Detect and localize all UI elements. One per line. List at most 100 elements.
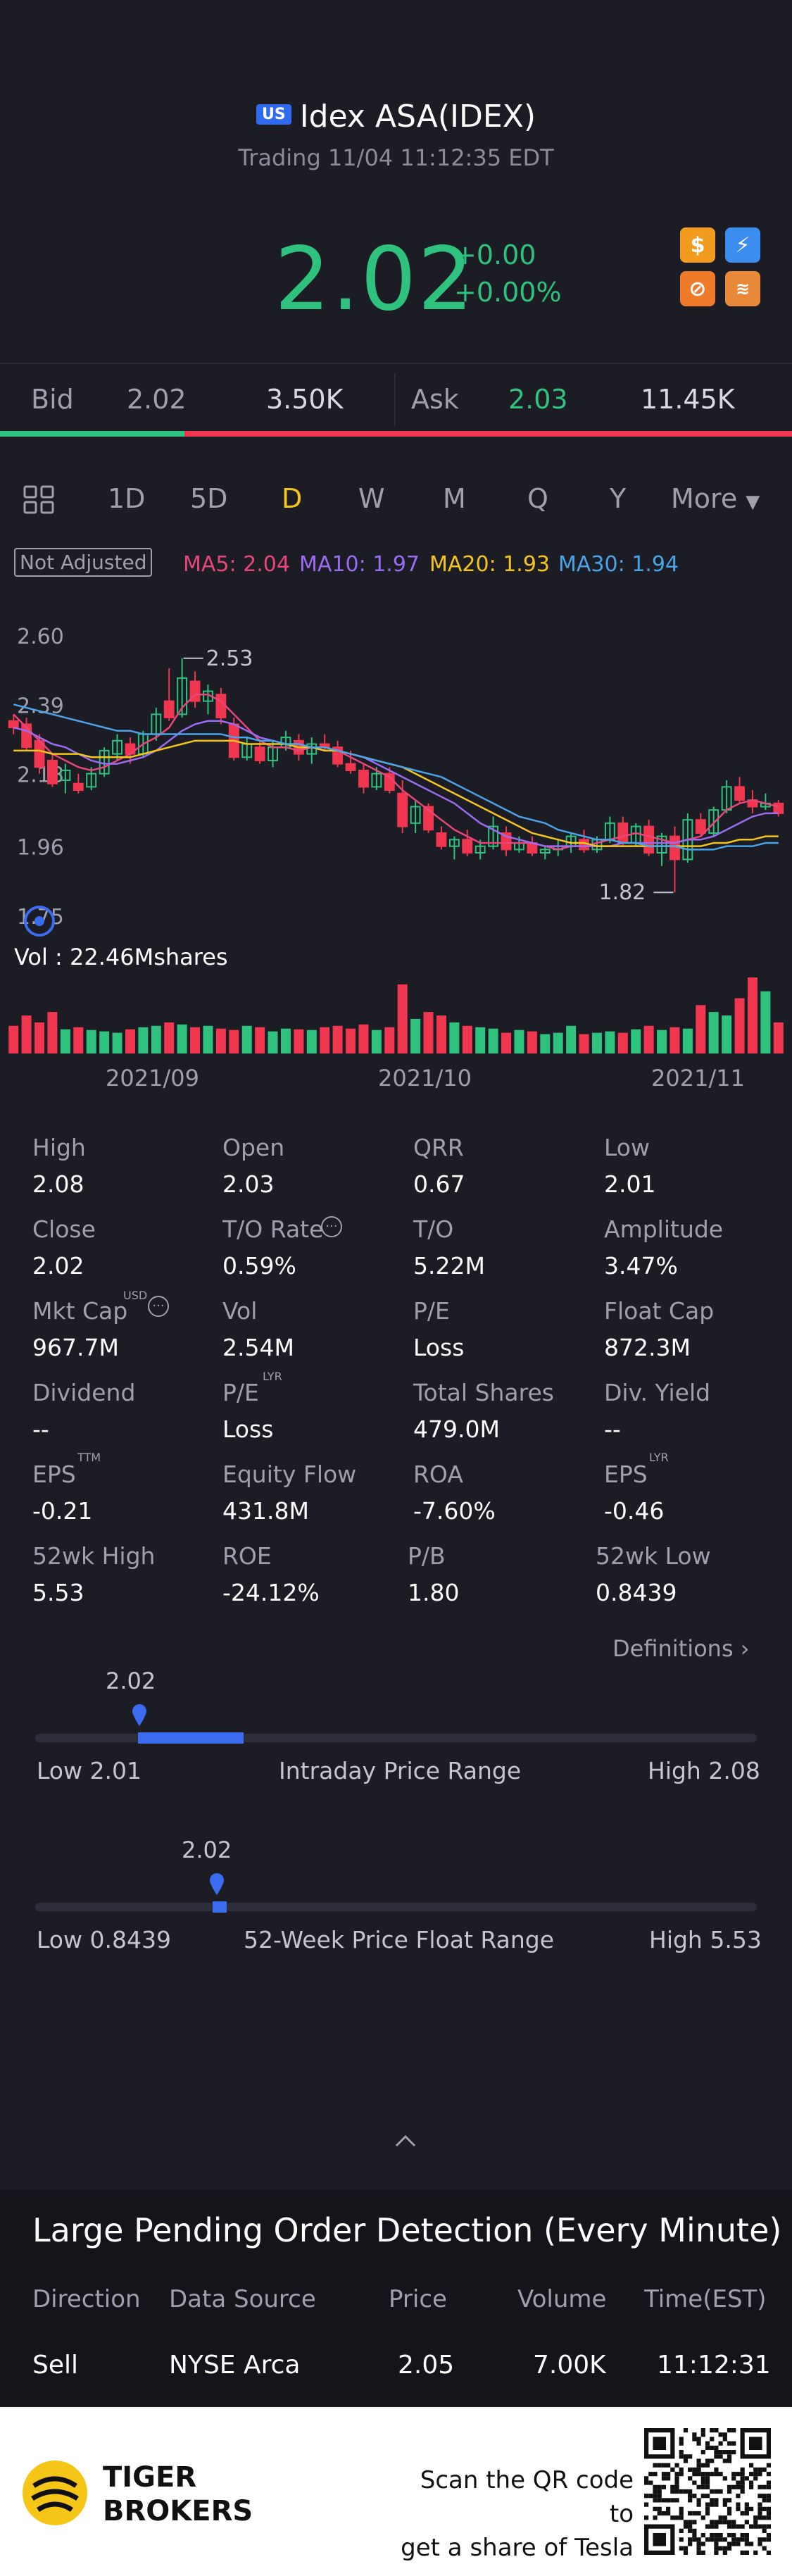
qr-module [692,2437,697,2441]
ma5-label: MA5: 2.04 [183,552,290,577]
qr-module [722,2437,727,2441]
volume-bar [125,1029,135,1053]
qr-module [714,2489,719,2494]
qr-module [753,2524,758,2529]
qr-module [758,2494,762,2499]
settings-icon[interactable] [20,901,59,941]
qr-module [670,2515,675,2520]
stat-value: 431.8M [222,1497,309,1525]
qr-module [744,2532,749,2538]
tab-month[interactable]: M [443,483,466,514]
qr-module [744,2520,749,2525]
qr-module [710,2458,715,2463]
candle-body [462,839,473,854]
stat-value: 2.08 [32,1170,84,1198]
stat-label: Close [32,1215,96,1243]
qr-module [731,2441,736,2446]
tab-5d[interactable]: 5D [190,483,228,514]
qr-module [766,2537,771,2542]
dollar-icon[interactable]: $ [680,227,715,263]
qr-module [727,2546,732,2551]
qr-module [736,2541,741,2546]
stack-a-icon[interactable]: ≋ [725,271,760,306]
qr-module [705,2480,710,2485]
ask-size: 11.45K [641,384,735,415]
more-info-icon[interactable]: ··· [321,1216,342,1237]
stat-label: Div. Yield [604,1379,711,1406]
volume-bar [346,1028,356,1053]
tab-week[interactable]: W [358,483,385,514]
qr-module [740,2537,745,2542]
last-price: 2.02 [275,229,475,330]
brand-line2: BROKERS [103,2495,253,2527]
candle-body [177,677,188,715]
more-info-icon[interactable]: ··· [148,1296,169,1317]
qr-module [696,2502,701,2507]
qr-module [661,2484,667,2489]
stat-value: 2.03 [222,1170,275,1198]
chevron-up-icon[interactable] [394,2134,417,2151]
lightning-icon[interactable]: ⚡ [725,227,760,263]
qr-module [705,2494,710,2499]
no-short-icon[interactable]: ⊘ [680,271,715,306]
tab-day[interactable]: D [282,483,303,514]
tab-more[interactable]: More ▼ [671,483,760,514]
qr-module [762,2467,767,2472]
volume-bar [631,1029,641,1053]
grid-icon[interactable] [23,484,56,518]
ma10-label: MA10: 1.97 [299,552,420,577]
qr-module [696,2472,701,2477]
candle-body [488,825,499,847]
qr-module [674,2484,679,2489]
stat-label: High [32,1134,86,1161]
candle-body [215,694,227,719]
qr-module [674,2498,679,2503]
volume-bar [760,991,771,1053]
qr-module [710,2498,715,2503]
volume-label: Vol : 22.46Mshares [14,944,228,970]
qr-module [714,2537,719,2542]
volume-bar [591,1032,602,1053]
volume-bar [410,1018,421,1053]
qr-module [653,2484,658,2489]
qr-module [700,2476,705,2481]
qr-module [705,2484,710,2489]
qr-code[interactable] [644,2428,771,2555]
candle-body [617,822,629,844]
volume-bar [397,984,408,1053]
qr-module [753,2520,758,2525]
qr-module [679,2450,684,2455]
definitions-link[interactable]: Definitions › [612,1635,750,1662]
tab-quarter[interactable]: Q [527,483,548,514]
volume-bar [21,1015,32,1053]
qr-module [696,2550,701,2555]
volume-bar [280,1028,291,1053]
intraday-low: Low 2.01 [37,1757,142,1784]
volume-bar [99,1031,110,1053]
qr-module [648,2472,653,2477]
qr-module [653,2494,658,2499]
qr-module [661,2463,667,2468]
stat-value: 2.01 [604,1170,656,1198]
qr-module [718,2546,723,2551]
qr-module [688,2498,693,2503]
volume-bar [60,1029,70,1053]
qr-module [683,2520,689,2525]
stat-value: 967.7M [32,1334,119,1361]
qr-module [731,2524,736,2529]
qr-module [766,2550,771,2555]
qr-module [661,2472,667,2477]
volume-bar [773,1022,784,1053]
tab-1d[interactable]: 1D [108,483,146,514]
qr-module [731,2541,736,2546]
qr-module [683,2458,689,2463]
qr-module [722,2520,727,2525]
qr-module [679,2528,684,2533]
tab-year[interactable]: Y [610,483,627,514]
candlestick-chart[interactable]: 2.602.392.181.961.752.531.82 [0,606,792,1070]
qr-finder [653,2532,667,2546]
not-adjusted-toggle[interactable]: Not Adjusted [14,548,153,577]
qr-module [714,2550,719,2555]
candle-body [643,825,655,854]
order-direction: Sell [32,2351,79,2380]
